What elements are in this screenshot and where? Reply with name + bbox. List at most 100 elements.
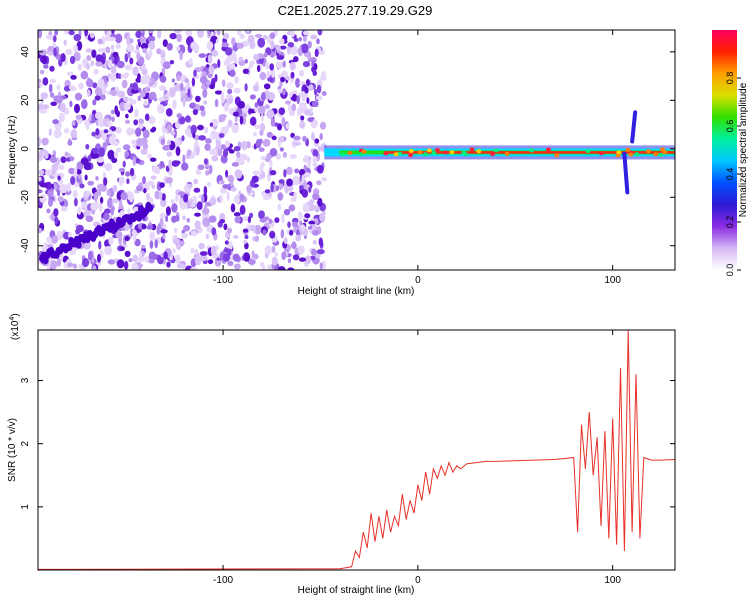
heatmap-cell (299, 120, 306, 129)
heatmap-cell (166, 151, 173, 157)
heatmap-cell (266, 109, 275, 119)
heatmap-cell (172, 238, 181, 245)
heatmap-cell (183, 224, 191, 232)
heatmap-cell (232, 111, 239, 117)
heatmap-cell (318, 237, 323, 247)
heatmap-cell (197, 124, 204, 131)
heatmap-cell (211, 35, 218, 41)
heatmap-cell (95, 128, 100, 136)
heatmap-cell (181, 162, 189, 171)
heatmap-cell (64, 151, 69, 157)
heatmap-cell (87, 89, 91, 98)
heatmap-cell (252, 84, 260, 92)
heatmap-cell (72, 189, 78, 199)
heatmap-cell (57, 189, 61, 197)
heatmap-cell (104, 30, 108, 36)
heatmap-cell (38, 169, 45, 176)
heatmap-cell (98, 240, 102, 250)
heatmap-cell (211, 118, 219, 127)
heatmap-cell (38, 151, 44, 160)
heatmap-cell (311, 132, 315, 141)
heatmap-cell (73, 34, 82, 42)
heatmap-cell (268, 218, 273, 224)
heatmap-cell (165, 108, 173, 117)
heatmap-cell (90, 32, 95, 39)
heatmap-cell (119, 199, 123, 209)
heatmap-cell (239, 193, 245, 202)
heatmap-cell (254, 124, 260, 130)
heatmap-cell (251, 250, 255, 257)
heatmap-cell (231, 162, 240, 167)
heatmap-cell (71, 120, 76, 126)
band-blob (528, 148, 534, 153)
heatmap-x-tick-label: 0 (415, 275, 421, 286)
heatmap-cell (166, 43, 173, 51)
heatmap-cell (304, 87, 309, 94)
heatmap-cell (291, 103, 297, 112)
heatmap-x-axis-label: Height of straight line (km) (298, 286, 415, 297)
heatmap-cell (214, 99, 219, 108)
heatmap-cell (76, 161, 84, 171)
heatmap-cell (203, 185, 208, 195)
heatmap-cell (39, 81, 43, 88)
heatmap-cell (116, 191, 122, 201)
heatmap-cell (294, 168, 300, 174)
heatmap-cell (52, 35, 57, 43)
heatmap-cell (202, 88, 208, 99)
heatmap-cell (285, 123, 290, 129)
heatmap-cell (319, 262, 323, 270)
heatmap-cell (124, 53, 129, 63)
heatmap-cell (124, 64, 133, 71)
heatmap-cell (270, 183, 274, 193)
band-blob (628, 152, 634, 157)
colorbar-tick-label: 0.6 (725, 120, 735, 133)
heatmap-cell (140, 90, 146, 98)
heatmap-cell (158, 96, 166, 102)
heatmap-cell (86, 190, 90, 197)
heatmap-cell (171, 203, 178, 213)
heatmap-cell (140, 148, 148, 155)
heatmap-cell (197, 169, 202, 175)
heatmap-cell (45, 169, 53, 176)
heatmap-cell (298, 69, 305, 77)
heatmap-cell (76, 40, 83, 51)
heatmap-cell (176, 243, 182, 251)
heatmap-cell (270, 40, 275, 50)
heatmap-cell (67, 262, 74, 268)
heatmap-cell (140, 42, 149, 50)
heatmap-cell (160, 49, 166, 60)
heatmap-cell (118, 168, 126, 172)
heatmap-cell (269, 159, 273, 167)
heatmap-cell (124, 223, 130, 232)
heatmap-cell (292, 221, 299, 228)
heatmap-cell (264, 245, 273, 255)
heatmap-cell (85, 78, 94, 88)
heatmap-cell (38, 176, 42, 182)
heatmap-cell (148, 259, 155, 264)
heatmap-cell (210, 130, 218, 140)
heatmap-cell (230, 181, 234, 187)
heatmap-cell (262, 138, 271, 147)
heatmap-cell (102, 133, 107, 141)
heatmap-cell (149, 231, 156, 241)
heatmap-cell (158, 191, 163, 201)
band-blob (340, 152, 346, 157)
heatmap-cell (134, 238, 141, 247)
heatmap-cell (39, 69, 45, 75)
heatmap-cell (300, 103, 307, 113)
heatmap-cell (156, 48, 162, 55)
heatmap-cell (244, 234, 249, 240)
heatmap-cell (163, 251, 168, 260)
heatmap-cell (301, 43, 309, 54)
heatmap-cell (316, 249, 325, 255)
heatmap-cell (175, 193, 179, 202)
heatmap-cell (61, 206, 68, 212)
heatmap-cell (77, 174, 82, 180)
heatmap-cell (260, 114, 264, 122)
heatmap-cell (153, 97, 158, 102)
heatmap-cell (312, 193, 320, 201)
band-blob (426, 148, 432, 153)
heatmap-cell (134, 108, 139, 118)
heatmap-cell (51, 163, 59, 173)
heatmap-cell (190, 127, 195, 134)
